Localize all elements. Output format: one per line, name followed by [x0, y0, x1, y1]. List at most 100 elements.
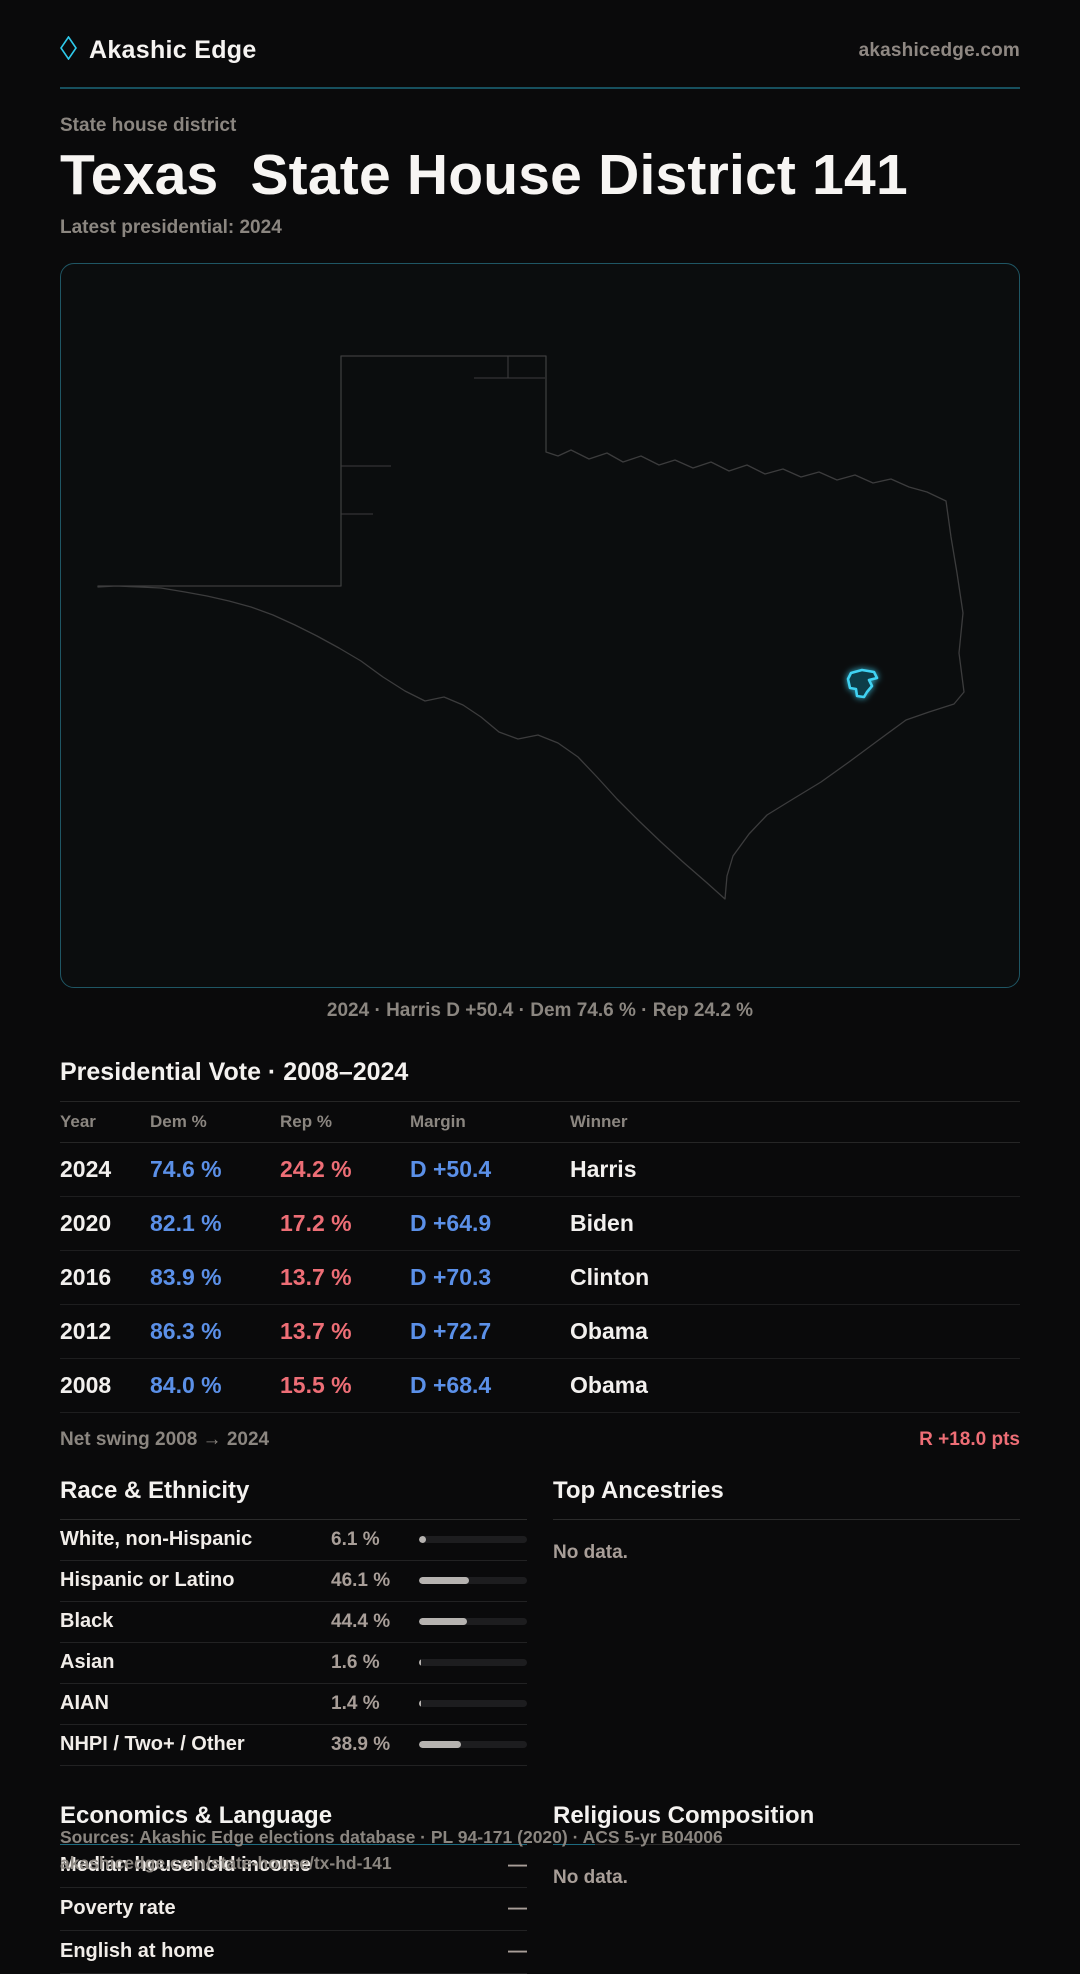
col-rep: Rep % [280, 1111, 332, 1131]
economics-label: English at home [60, 1940, 215, 1963]
economics-section: Economics & Language Median household in… [60, 1802, 527, 1974]
top-bar: Akashic Edge akashicedge.com [60, 0, 1020, 89]
economics-value: — [508, 1897, 527, 1919]
table-row: 2020 82.1 % 17.2 % D +64.9 Biden [60, 1197, 1020, 1251]
race-bar-track [419, 1741, 527, 1749]
race-bar-fill [419, 1659, 421, 1667]
race-row: Black 44.4 % [60, 1602, 527, 1643]
stats-grid: Race & Ethnicity White, non-Hispanic 6.1… [60, 1477, 1020, 1974]
cell-winner: Harris [570, 1155, 637, 1182]
race-label: Black [60, 1610, 114, 1633]
map-caption: 2024 · Harris D +50.4 · Dem 74.6 % · Rep… [326, 999, 754, 1021]
cell-margin: D +70.3 [410, 1263, 492, 1290]
race-row: Asian 1.6 % [60, 1643, 527, 1684]
race-bar-track [419, 1659, 527, 1667]
race-value: 44.4 % [331, 1610, 391, 1632]
race-bar-track [419, 1700, 527, 1708]
race-label: Asian [60, 1651, 115, 1674]
cell-dem: 86.3 % [150, 1317, 222, 1344]
cell-winner: Clinton [570, 1263, 650, 1290]
race-value: 6.1 % [331, 1528, 380, 1550]
cell-dem: 74.6 % [150, 1155, 222, 1182]
texas-outline [97, 354, 965, 900]
page-eyebrow: State house district [60, 115, 237, 136]
page-title: Texas State House District 141 [60, 143, 908, 207]
race-row: Hispanic or Latino 46.1 % [60, 1561, 527, 1602]
section-title-presidential: Presidential Vote · 2008–2024 [60, 1057, 409, 1086]
cell-dem: 83.9 % [150, 1263, 222, 1290]
economics-value: — [508, 1854, 527, 1876]
race-value: 46.1 % [331, 1569, 391, 1591]
table-row: 2012 86.3 % 13.7 % D +72.7 Obama [60, 1305, 1020, 1359]
cell-winner: Obama [570, 1371, 648, 1398]
footer-url[interactable]: akashicedge.com/state-house/tx-hd-141 [60, 1853, 392, 1873]
section-title-race: Race & Ethnicity [60, 1476, 250, 1504]
economics-label: Median household income [60, 1854, 312, 1877]
site-domain[interactable]: akashicedge.com [858, 39, 1020, 61]
cell-year: 2020 [60, 1209, 112, 1236]
race-bar-fill [419, 1577, 469, 1585]
cell-dem: 84.0 % [150, 1371, 222, 1398]
section-title-economics: Economics & Language [60, 1801, 333, 1829]
race-bar-track [419, 1536, 527, 1544]
cell-winner: Obama [570, 1317, 648, 1344]
net-swing-row: Net swing 2008 → 2024 R +18.0 pts [60, 1413, 1020, 1451]
race-bar-track [419, 1618, 527, 1626]
race-label: AIAN [60, 1692, 109, 1715]
net-swing-value: R +18.0 pts [919, 1428, 1020, 1450]
divider [60, 1518, 527, 1520]
divider [553, 1518, 1020, 1520]
section-title-ancestries: Top Ancestries [553, 1476, 724, 1504]
religion-section: Religious Composition No data. [553, 1802, 1020, 1889]
cell-rep: 13.7 % [280, 1263, 352, 1290]
table-row: 2008 84.0 % 15.5 % D +68.4 Obama [60, 1359, 1020, 1413]
economics-value: — [508, 1940, 527, 1962]
col-year: Year [60, 1111, 96, 1131]
net-swing-label: Net swing 2008 → 2024 [60, 1428, 270, 1450]
ancestries-empty-state: No data. [553, 1541, 628, 1563]
race-bar-fill [419, 1741, 461, 1749]
col-winner: Winner [570, 1111, 628, 1131]
divider-teal [60, 1843, 527, 1845]
cell-year: 2016 [60, 1263, 112, 1290]
religion-empty-state: No data. [553, 1866, 628, 1888]
race-label: Hispanic or Latino [60, 1569, 235, 1592]
cell-rep: 17.2 % [280, 1209, 352, 1236]
section-title-religion: Religious Composition [553, 1801, 815, 1829]
cell-rep: 13.7 % [280, 1317, 352, 1344]
cell-year: 2024 [60, 1155, 112, 1182]
table-header: Year Dem % Rep % Margin Winner [60, 1100, 1020, 1143]
race-label: White, non-Hispanic [60, 1528, 253, 1551]
economics-label: Poverty rate [60, 1897, 176, 1920]
ancestries-section: Top Ancestries No data. [553, 1477, 1020, 1564]
race-bar-track [419, 1577, 527, 1585]
cell-dem: 82.1 % [150, 1209, 222, 1236]
col-margin: Margin [410, 1111, 466, 1131]
race-row: White, non-Hispanic 6.1 % [60, 1520, 527, 1561]
cell-winner: Biden [570, 1209, 634, 1236]
cell-year: 2012 [60, 1317, 112, 1344]
divider-teal-partial [553, 1843, 1020, 1845]
cell-year: 2008 [60, 1371, 112, 1398]
race-value: 1.4 % [331, 1692, 380, 1714]
diamond-icon [60, 35, 77, 65]
cell-rep: 24.2 % [280, 1155, 352, 1182]
race-bar-fill [419, 1536, 426, 1544]
state-map [60, 262, 1020, 988]
cell-margin: D +72.7 [410, 1317, 492, 1344]
race-row: AIAN 1.4 % [60, 1684, 527, 1725]
page-subtitle: Latest presidential: 2024 [60, 216, 282, 238]
race-value: 1.6 % [331, 1651, 380, 1673]
district-highlight [846, 668, 879, 698]
cell-margin: D +68.4 [410, 1371, 492, 1398]
table-row: 2024 74.6 % 24.2 % D +50.4 Harris [60, 1143, 1020, 1197]
col-dem: Dem % [150, 1111, 207, 1131]
economics-row: Poverty rate — [60, 1888, 527, 1931]
texas-map-svg [97, 354, 965, 900]
race-value: 38.9 % [331, 1733, 391, 1755]
brand-logo[interactable]: Akashic Edge [60, 35, 257, 65]
cell-margin: D +64.9 [410, 1209, 492, 1236]
race-section: Race & Ethnicity White, non-Hispanic 6.1… [60, 1477, 527, 1766]
cell-margin: D +50.4 [410, 1155, 492, 1182]
